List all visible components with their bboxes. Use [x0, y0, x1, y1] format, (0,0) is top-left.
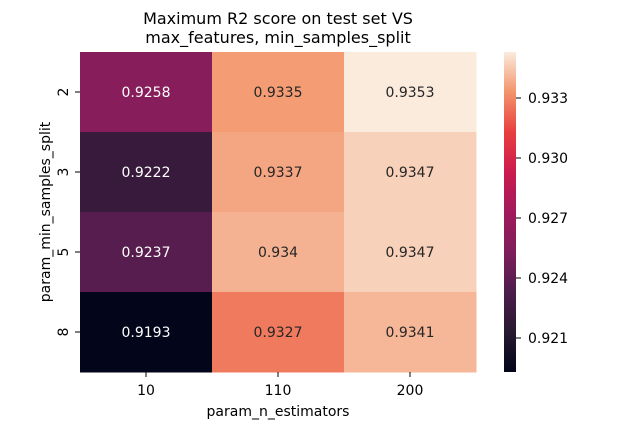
y-tick-label: 5 [56, 248, 72, 257]
chart-title-line-2: max_features, min_samples_split [145, 28, 410, 48]
cell-value-label: 0.9337 [254, 165, 303, 181]
chart-title: Maximum R2 score on test set VS max_feat… [143, 9, 413, 48]
heatmap-cell [212, 212, 345, 293]
cell-value-label: 0.9341 [386, 325, 435, 341]
x-tick-label: 200 [397, 383, 424, 399]
cell-value-label: 0.9353 [386, 85, 435, 101]
heatmap-cell [212, 292, 345, 373]
heatmap-cell [344, 292, 477, 373]
heatmap-cell [80, 132, 213, 213]
cell-value-label: 0.9347 [386, 245, 435, 261]
heatmap-cell [80, 292, 213, 373]
x-tick-label: 110 [265, 383, 292, 399]
heatmap-cell [80, 212, 213, 293]
y-tick-label: 2 [56, 88, 72, 97]
colorbar-tick-label: 0.927 [528, 211, 568, 227]
y-tick-label: 8 [56, 328, 72, 337]
cell-value-label: 0.9327 [254, 325, 303, 341]
colorbar [504, 52, 516, 372]
cell-value-label: 0.934 [258, 245, 298, 261]
heatmap-cell [80, 52, 213, 133]
cell-value-label: 0.9335 [254, 85, 303, 101]
colorbar-tick-label: 0.930 [528, 151, 568, 167]
x-axis-ticks: 10 110 200 [137, 372, 423, 399]
colorbar-tick-label: 0.924 [528, 271, 568, 287]
heatmap-cell [212, 132, 345, 213]
y-axis-ticks: 2 3 5 8 [56, 88, 80, 337]
y-tick-label: 3 [56, 168, 72, 177]
colorbar-tick-label: 0.921 [528, 331, 568, 347]
chart-title-line-1: Maximum R2 score on test set VS [143, 9, 413, 28]
heatmap-cell [344, 132, 477, 213]
heatmap-cell [344, 52, 477, 133]
cell-value-label: 0.9222 [122, 165, 171, 181]
cell-value-label: 0.9237 [122, 245, 171, 261]
colorbar-tick-label: 0.933 [528, 91, 568, 107]
cell-value-label: 0.9258 [122, 85, 171, 101]
cell-value-label: 0.9347 [386, 165, 435, 181]
cell-value-label: 0.9193 [122, 325, 171, 341]
x-tick-label: 10 [137, 383, 155, 399]
heatmap-cell [344, 212, 477, 293]
heatmap-cell [212, 52, 345, 133]
colorbar-ticks: 0.921 0.924 0.927 0.930 0.933 [516, 91, 568, 347]
x-axis-label: param_n_estimators [207, 404, 350, 420]
heatmap-cells: 0.9258 0.9335 0.9353 0.9222 0.9337 0.9347 0.92… [80, 52, 477, 373]
y-axis-label: param_min_samples_split [38, 121, 54, 302]
